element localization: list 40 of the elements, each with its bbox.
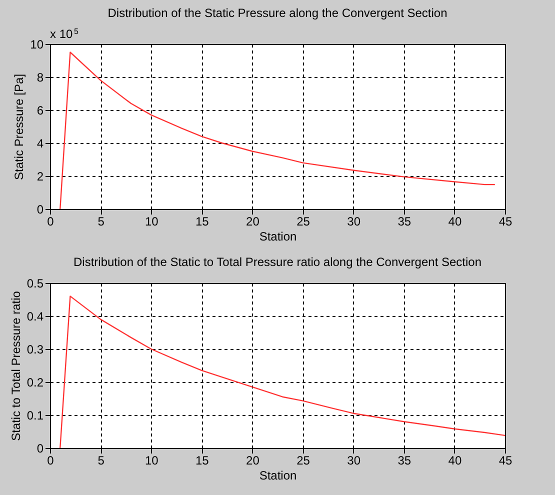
- line-series: [60, 52, 496, 209]
- x-tick-label: 20: [246, 454, 260, 468]
- x-tick-label: 25: [296, 454, 310, 468]
- x-tick-label: 15: [195, 214, 210, 228]
- y-tick-label: 0.4: [26, 310, 44, 324]
- x-tick-label: 40: [448, 214, 462, 228]
- x-axis-title: Station: [259, 230, 297, 244]
- x-tick-label: 40: [448, 454, 462, 468]
- chart-title: Distribution of the Static Pressure along the Convergent Section: [108, 6, 448, 20]
- x-axis-title: Station: [259, 468, 297, 482]
- x-tick-label: 30: [347, 214, 361, 228]
- x-tick-label: 5: [98, 214, 105, 228]
- y-tick-label: 4: [36, 136, 44, 150]
- y-tick-label: 10: [30, 38, 44, 52]
- y-tick-label: 6: [36, 104, 44, 118]
- x-tick-label: 10: [144, 454, 159, 468]
- x-tick-label: 25: [296, 214, 310, 228]
- line-series: [60, 296, 505, 448]
- x-tick-label: 0: [47, 214, 54, 228]
- y-tick-label: 0.2: [26, 376, 44, 390]
- x-tick-label: 45: [498, 454, 512, 468]
- x-tick-label: 30: [347, 454, 361, 468]
- x-tick-label: 35: [398, 214, 412, 228]
- x-tick-label: 15: [195, 454, 210, 468]
- y-tick-label: 0.1: [26, 408, 44, 422]
- y-tick-label: 0: [36, 442, 44, 456]
- x-tick-label: 45: [498, 214, 512, 228]
- y-axis-title: Static to Total Pressure ratio: [8, 290, 23, 441]
- y-tick-label: 2: [36, 170, 44, 184]
- x-tick-label: 10: [144, 214, 159, 228]
- chart-title: Distribution of the Static to Total Pressure ratio along the Convergent Section: [73, 255, 482, 269]
- x-tick-label: 5: [98, 454, 105, 468]
- x-tick-label: 20: [246, 214, 260, 228]
- y-axis-title: Static Pressure [Pa]: [12, 74, 26, 180]
- x-tick-label: 0: [47, 454, 54, 468]
- y-tick-label: 8: [36, 70, 44, 84]
- x-tick-label: 35: [398, 454, 412, 468]
- y-tick-label: 0: [36, 202, 44, 216]
- y-tick-label: 0.5: [26, 276, 44, 290]
- y-tick-label: 0.3: [26, 342, 44, 356]
